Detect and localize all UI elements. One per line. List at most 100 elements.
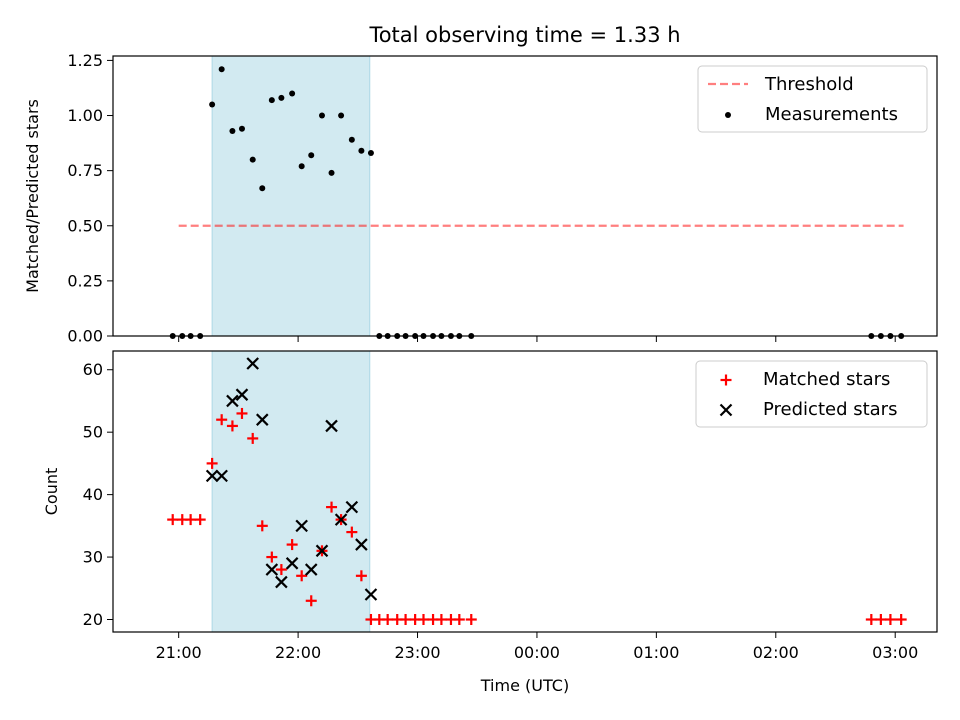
bot-y-tick-label: 50	[83, 423, 103, 442]
bot-y-tick-label: 30	[83, 548, 103, 567]
legend-predicted-swatch	[719, 403, 733, 417]
matched-star-point	[206, 457, 218, 469]
matched-star-point	[453, 614, 465, 626]
top-y-axis-label: Matched/Predicted stars	[23, 99, 42, 293]
x-tick-label: 23:00	[394, 643, 440, 662]
matched-star-point	[465, 614, 477, 626]
top-y-tick-label: 1.25	[67, 51, 103, 70]
legend-predicted-label: Predicted stars	[763, 399, 897, 420]
predicted-star-point	[345, 500, 359, 514]
matched-predicted-panel: 0.00 0.25 0.50 0.75 1.00 1.25 Matched/Predict…	[23, 51, 938, 346]
top-y-tick-label: 0.75	[67, 161, 103, 180]
count-panel: 20 30 40 50 60 21:00 22:00 23:00 00:00 01:00 02:0…	[42, 350, 938, 662]
matched-star-point	[355, 570, 367, 582]
x-tick-label: 00:00	[514, 643, 560, 662]
matched-star-point	[296, 570, 308, 582]
observing-window-bottom	[211, 350, 371, 633]
measurement-point	[348, 136, 355, 143]
x-tick-label: 21:00	[156, 643, 202, 662]
predicted-star-point	[265, 563, 279, 576]
matched-star-point	[895, 614, 907, 626]
legend-threshold-label: Threshold	[764, 74, 854, 95]
matched-star-point	[382, 614, 394, 626]
x-tick-label: 03:00	[872, 643, 918, 662]
top-y-tick-label: 0.00	[67, 327, 103, 346]
predicted-star-point	[275, 575, 288, 589]
matched-star-point	[305, 595, 317, 607]
measurement-point	[238, 125, 245, 132]
bottom-legend: Matched stars Predicted stars	[695, 360, 928, 428]
predicted-star-point	[304, 563, 318, 576]
legend-matched-swatch	[720, 374, 732, 386]
top-y-tick-label: 0.25	[67, 271, 103, 290]
predicted-star-point	[215, 469, 228, 483]
legend-measurements-label: Measurements	[765, 104, 898, 125]
predicted-star-point	[285, 557, 299, 570]
matched-star-point	[247, 432, 259, 444]
measurement-point	[328, 169, 335, 176]
x-tick-label: 22:00	[275, 643, 321, 662]
predicted-star-point	[325, 419, 338, 433]
measurement-point	[358, 147, 365, 154]
predicted-star-point	[246, 357, 259, 370]
matched-star-point	[875, 614, 887, 626]
top-legend-box	[697, 65, 928, 133]
measurement-point	[218, 66, 225, 73]
matched-star-point	[286, 539, 298, 551]
measurement-point	[229, 127, 236, 134]
x-tick-label: 02:00	[753, 643, 799, 662]
measurement-point	[367, 150, 374, 157]
predicted-star-point	[255, 413, 269, 426]
matched-star-point	[884, 614, 896, 626]
measurement-point	[289, 90, 296, 97]
bottom-legend-box	[695, 360, 928, 428]
measurement-point	[278, 94, 285, 101]
matched-star-point	[256, 520, 268, 532]
bot-y-tick-label: 20	[83, 610, 103, 629]
matched-star-point	[326, 501, 338, 513]
chart-title: Total observing time = 1.33 h	[368, 23, 680, 47]
x-axis-label: Time (UTC)	[480, 676, 569, 695]
matched-star-point	[194, 514, 206, 526]
predicted-star-point	[235, 388, 249, 401]
bottom-y-axis-label: Count	[42, 468, 61, 516]
legend-measurements-swatch	[725, 112, 731, 118]
matched-star-point	[417, 614, 429, 626]
measurement-point	[308, 152, 315, 159]
bottom-axes-frame	[112, 350, 938, 633]
measurement-point	[209, 101, 216, 108]
top-y-tick-label: 0.50	[67, 216, 103, 235]
legend-matched-label: Matched stars	[763, 369, 890, 390]
matched-star-point	[400, 614, 412, 626]
predicted-star-point	[355, 538, 368, 551]
predicted-star-point	[364, 588, 378, 601]
top-y-tick-label: 1.00	[67, 106, 103, 125]
x-tick-label: 01:00	[633, 643, 679, 662]
matched-star-point	[185, 514, 197, 526]
matched-star-point	[865, 614, 877, 626]
predicted-star-point	[315, 544, 329, 558]
bot-y-tick-label: 40	[83, 485, 103, 504]
top-axes-frame	[112, 55, 938, 337]
predicted-star-point	[295, 519, 308, 533]
matched-star-point	[435, 614, 447, 626]
measurement-point	[259, 185, 266, 192]
predicted-star-point	[334, 513, 348, 526]
matched-star-point	[167, 514, 179, 526]
bot-y-tick-label: 60	[83, 360, 103, 379]
measurement-point	[338, 112, 345, 119]
top-legend: Threshold Measurements	[697, 65, 928, 133]
matched-star-point	[346, 526, 358, 538]
matched-star-point	[216, 414, 228, 426]
observing-window-top	[211, 55, 371, 337]
measurement-point	[249, 156, 256, 163]
matched-star-point	[226, 420, 238, 432]
predicted-star-point	[205, 469, 219, 483]
matched-star-point	[266, 551, 278, 563]
matched-star-point	[236, 407, 248, 419]
measurement-point	[268, 97, 275, 104]
measurement-point	[298, 163, 305, 170]
measurement-point	[318, 112, 325, 119]
predicted-star-point	[226, 394, 239, 408]
